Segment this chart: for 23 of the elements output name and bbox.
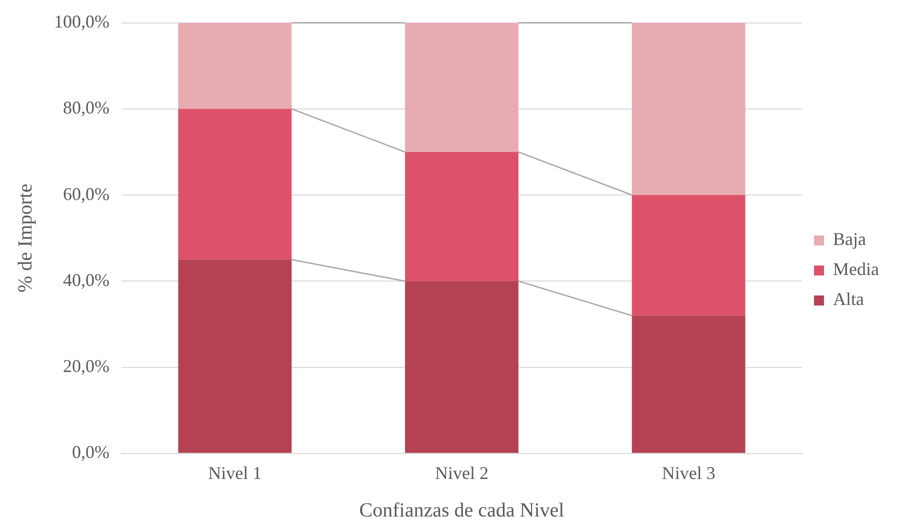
bar bbox=[178, 260, 292, 453]
bar bbox=[405, 152, 518, 282]
y-tick-label: 0,0% bbox=[72, 442, 110, 462]
bar bbox=[178, 108, 292, 260]
y-axis-title: % de Importe bbox=[14, 184, 36, 293]
x-axis-title: Confianzas de cada Nivel bbox=[359, 499, 565, 522]
bar bbox=[632, 195, 746, 316]
y-tick-label: 100,0% bbox=[54, 12, 110, 32]
bar bbox=[632, 22, 746, 196]
x-tick-label: Nivel 1 bbox=[208, 462, 262, 483]
legend-label: Baja bbox=[833, 229, 866, 250]
bar bbox=[405, 22, 518, 152]
bar bbox=[178, 22, 292, 109]
y-tick-label: 40,0% bbox=[62, 270, 110, 290]
legend-label: Alta bbox=[833, 289, 864, 310]
bar bbox=[632, 316, 746, 453]
bar bbox=[405, 281, 518, 453]
legend-label: Media bbox=[833, 259, 880, 280]
x-tick-label: Nivel 3 bbox=[662, 462, 716, 483]
y-tick-label: 20,0% bbox=[62, 356, 110, 376]
x-tick-label: Nivel 2 bbox=[435, 462, 489, 483]
y-tick-label: 60,0% bbox=[62, 184, 110, 204]
y-tick-label: 80,0% bbox=[62, 98, 110, 118]
